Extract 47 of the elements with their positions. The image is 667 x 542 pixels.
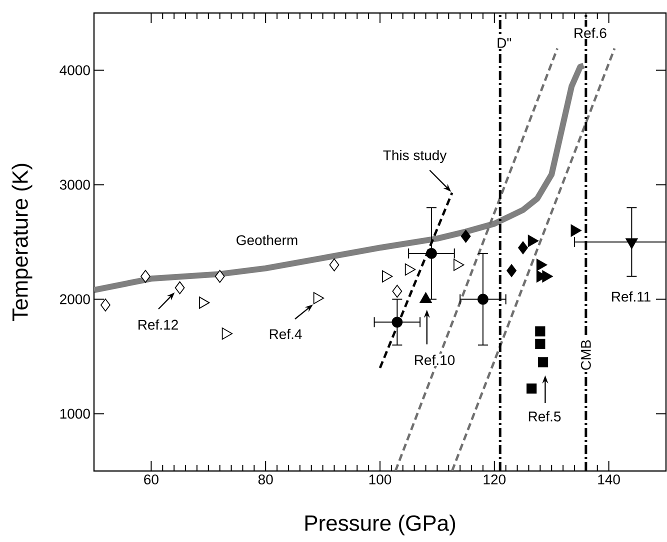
annotation: Ref.6 — [574, 28, 606, 38]
x-tick-label: 140 — [598, 474, 620, 484]
point — [392, 284, 402, 298]
annotation: Ref.11 — [612, 291, 650, 302]
point — [404, 263, 416, 276]
x-tick-label: 100 — [369, 474, 392, 484]
point — [570, 224, 582, 237]
x-tick-label: 60 — [144, 474, 158, 484]
point — [535, 326, 546, 336]
y-tick-label: 2000 — [60, 294, 90, 304]
point — [535, 338, 546, 349]
point — [382, 270, 393, 282]
point — [528, 234, 539, 247]
ref-line-label: CMB — [580, 340, 591, 370]
y-axis-title: Temperature (K) — [12, 164, 32, 321]
point — [329, 258, 340, 272]
point — [538, 357, 548, 368]
point — [392, 316, 403, 328]
point — [536, 258, 548, 271]
point — [426, 248, 437, 259]
annotation: Ref.12 — [138, 319, 178, 330]
point — [518, 241, 528, 254]
point — [460, 230, 471, 243]
x-tick-label: 80 — [258, 474, 273, 484]
ref-line-label: D" — [498, 38, 512, 48]
y-tick-label: 1000 — [60, 408, 90, 419]
annotation: Ref.5 — [528, 411, 561, 422]
point — [140, 270, 150, 283]
annotation: Geotherm — [236, 234, 298, 246]
point — [313, 292, 324, 304]
point — [542, 270, 553, 282]
y-tick-label: 4000 — [60, 65, 90, 76]
point — [478, 294, 488, 305]
point — [214, 270, 225, 283]
y-tick-label: 3000 — [60, 180, 90, 190]
point — [506, 264, 517, 278]
annotation: This study — [383, 150, 447, 163]
point — [526, 384, 537, 394]
point — [222, 328, 233, 340]
x-axis-title: Pressure (GPa) — [305, 514, 456, 536]
point — [198, 296, 210, 309]
x-tick-label: 120 — [484, 474, 506, 484]
point — [174, 281, 185, 294]
point — [100, 298, 110, 312]
annotation: Ref.4 — [270, 328, 302, 340]
annotation: Ref.10 — [415, 354, 455, 366]
point — [454, 258, 464, 271]
